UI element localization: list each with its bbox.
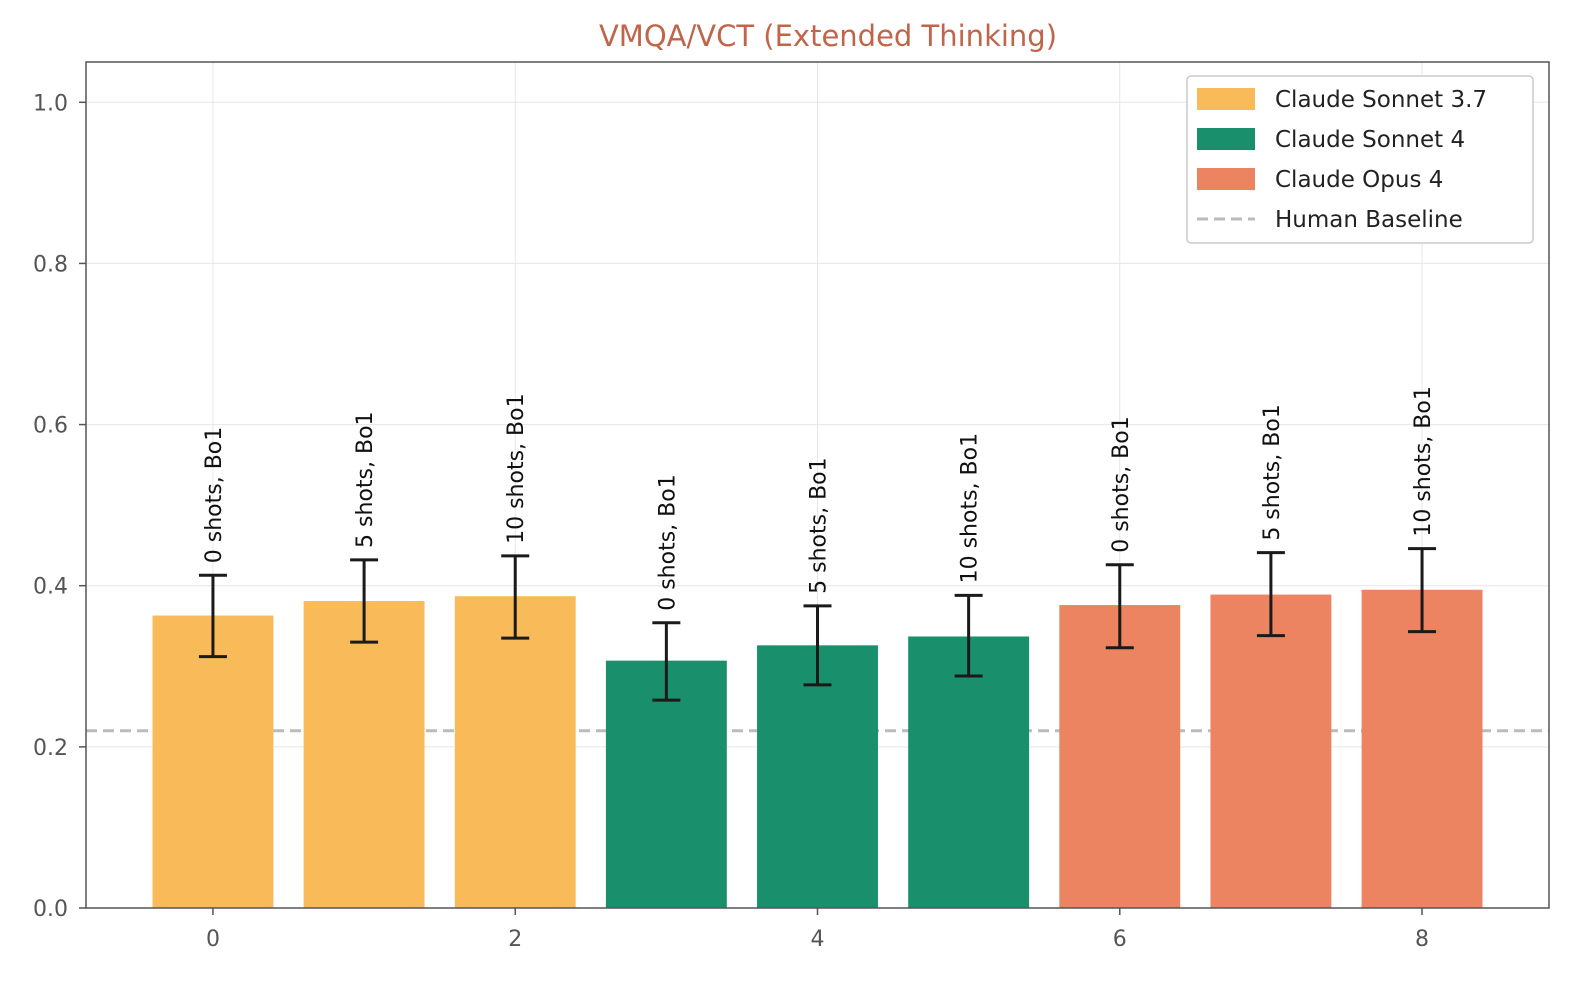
x-tick-label: 4 — [811, 927, 825, 952]
y-tick-label: 0.6 — [33, 414, 68, 439]
y-tick-label: 0.8 — [33, 252, 68, 277]
bar — [152, 615, 274, 908]
bar — [605, 660, 727, 908]
axes: 0.0 0.2 0.4 0.6 0.8 1.0 0 2 4 6 8 — [33, 61, 1550, 952]
y-tick-label: 0.4 — [33, 575, 68, 600]
legend-label: Claude Opus 4 — [1275, 167, 1443, 193]
legend-label: Claude Sonnet 3.7 — [1275, 87, 1487, 113]
legend-swatch — [1197, 168, 1255, 190]
x-tick-label: 6 — [1113, 927, 1127, 952]
bars-layer — [152, 547, 1483, 908]
bar — [757, 645, 878, 908]
legend: Claude Sonnet 3.7 Claude Sonnet 4 Claude O… — [1186, 75, 1534, 244]
legend-label: Human Baseline — [1275, 207, 1463, 233]
bar-label: 0 shots, Bo1 — [1109, 416, 1134, 552]
chart-title: VMQA/VCT (Extended Thinking) — [599, 19, 1057, 53]
x-tick-label: 2 — [508, 927, 522, 952]
bar-label: 5 shots, Bo1 — [353, 411, 378, 547]
bar-label: 0 shots, Bo1 — [655, 474, 680, 610]
bar-label: 5 shots, Bo1 — [807, 457, 832, 593]
bar-label: 0 shots, Bo1 — [202, 427, 227, 563]
x-tick-label: 0 — [206, 927, 220, 952]
bar-labels-layer: 0 shots, Bo1 5 shots, Bo1 10 shots, Bo1 0 s… — [202, 386, 1436, 611]
x-tick-label: 8 — [1415, 927, 1429, 952]
bar — [454, 596, 576, 908]
bar-label: 10 shots, Bo1 — [958, 433, 983, 583]
bar — [1210, 594, 1332, 908]
bar-label: 10 shots, Bo1 — [504, 393, 529, 543]
bar — [908, 636, 1030, 908]
y-tick-label: 0.0 — [33, 897, 68, 922]
bar — [303, 601, 425, 908]
legend-box — [1186, 75, 1534, 244]
legend-swatch — [1197, 128, 1255, 150]
y-tick-label: 0.2 — [33, 736, 68, 761]
bar — [1059, 605, 1181, 908]
bar — [1361, 589, 1483, 908]
legend-label: Claude Sonnet 4 — [1275, 127, 1465, 153]
bar-label: 10 shots, Bo1 — [1411, 386, 1436, 536]
bar-label: 5 shots, Bo1 — [1260, 404, 1285, 540]
y-tick-label: 1.0 — [33, 91, 68, 116]
legend-swatch — [1197, 88, 1255, 110]
